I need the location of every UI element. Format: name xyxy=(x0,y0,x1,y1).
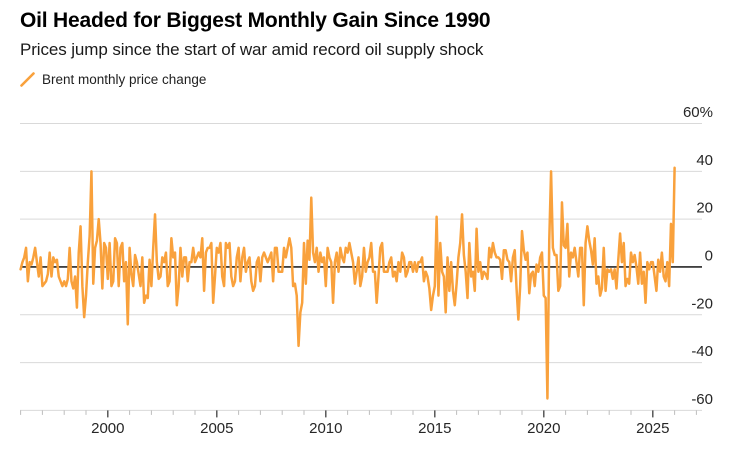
chart-subtitle: Prices jump since the start of war amid … xyxy=(20,40,484,60)
legend-series-label: Brent monthly price change xyxy=(42,72,207,87)
y-tick-label: 0 xyxy=(705,247,713,264)
brent-series-line xyxy=(19,166,676,400)
x-tick-label: 2025 xyxy=(636,420,669,437)
x-tick-label: 2020 xyxy=(527,420,560,437)
y-tick-label: -60 xyxy=(691,391,713,408)
chart-title: Oil Headed for Biggest Monthly Gain Sinc… xyxy=(20,9,491,32)
chart-header: Oil Headed for Biggest Monthly Gain Sinc… xyxy=(20,8,720,60)
x-tick-label: 2000 xyxy=(91,420,124,437)
y-tick-label: 20 xyxy=(696,200,713,217)
y-tick-label: 60% xyxy=(683,104,713,121)
series-line-marker-icon xyxy=(20,72,35,87)
x-tick-label: 2015 xyxy=(418,420,451,437)
y-tick-label: -40 xyxy=(691,343,713,360)
x-tick-label: 2005 xyxy=(200,420,233,437)
x-tick-label: 2010 xyxy=(309,420,342,437)
legend: Brent monthly price change xyxy=(20,72,206,87)
y-tick-label: -20 xyxy=(691,295,713,312)
y-tick-label: 40 xyxy=(696,152,713,169)
